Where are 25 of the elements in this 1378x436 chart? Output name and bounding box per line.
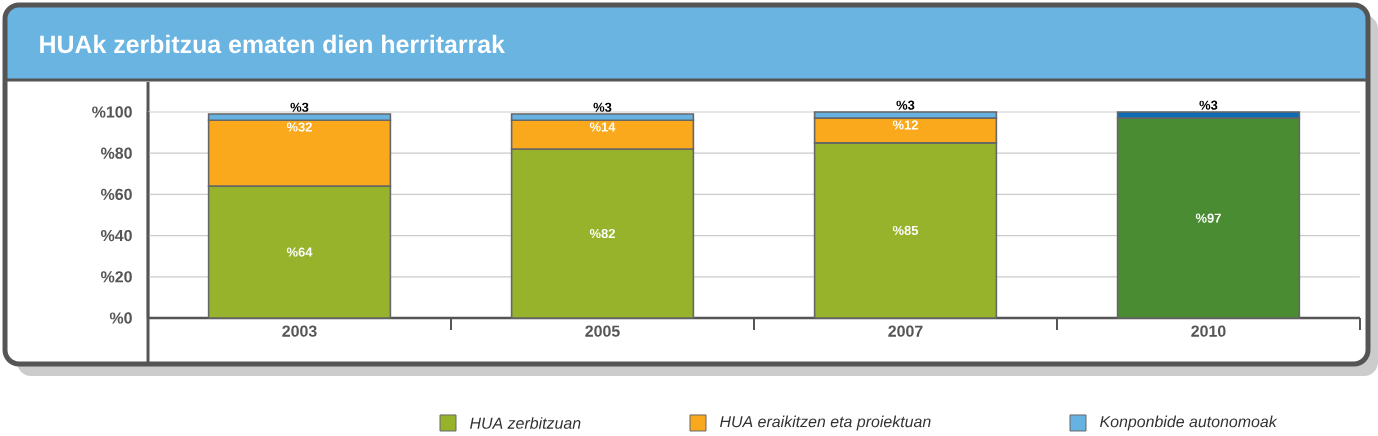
x-tick-label: 2010 — [1191, 325, 1226, 337]
data-label: %3 — [1199, 100, 1218, 110]
data-label: %3 — [896, 100, 915, 110]
y-tick-label: %20 — [100, 271, 132, 283]
data-label: %64 — [286, 247, 313, 257]
data-label: %82 — [589, 228, 615, 239]
data-label: %3 — [290, 102, 309, 112]
data-label: %14 — [589, 122, 616, 132]
x-tick-label: 2003 — [282, 325, 317, 337]
data-label: %85 — [892, 225, 919, 236]
data-label: %32 — [286, 122, 312, 132]
y-tick-label: %40 — [100, 229, 132, 242]
y-tick-label: %80 — [100, 147, 132, 159]
data-label: %3 — [593, 102, 612, 112]
data-label: %97 — [1195, 213, 1221, 223]
x-tick-label: 2007 — [888, 325, 923, 337]
legend-label: Konponbide autonomoak — [1100, 415, 1278, 431]
data-label: %12 — [892, 120, 918, 130]
legend-label: HUA eraikitzen eta proiektuan — [720, 415, 931, 431]
y-tick-label: %60 — [100, 188, 132, 201]
chart-title: HUAk zerbitzua ematen dien herritarrak — [40, 34, 505, 54]
y-tick-label: %0 — [109, 312, 132, 324]
y-tick-label: %100 — [92, 106, 132, 118]
legend-label: HUA zerbitzuan — [470, 417, 581, 429]
x-tick-label: 2005 — [585, 325, 620, 337]
